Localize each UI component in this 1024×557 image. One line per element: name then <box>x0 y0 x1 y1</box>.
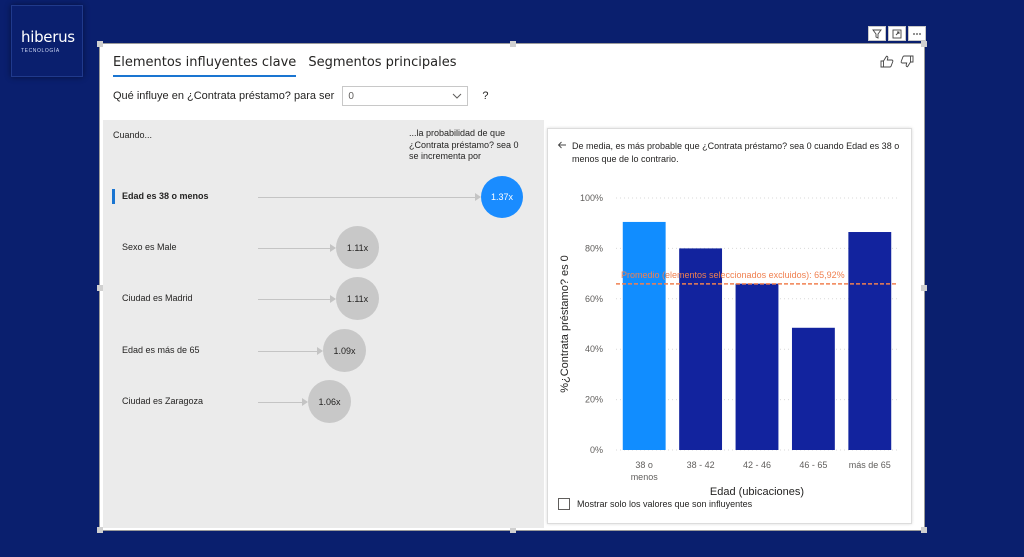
influencer-connector-line <box>258 197 475 198</box>
x-tick-label: 46 - 65 <box>799 460 827 470</box>
influencer-connector-line <box>258 299 330 300</box>
focus-mode-icon[interactable] <box>888 26 906 41</box>
influencer-row[interactable]: Ciudad es Zaragoza 1.06x <box>103 380 544 423</box>
resize-handle[interactable] <box>921 527 927 533</box>
x-tick-label: menos <box>631 472 659 482</box>
y-axis-label: %¿Contrata préstamo? es 0 <box>559 255 571 393</box>
question-prefix: Qué influye en ¿Contrata préstamo? para … <box>113 90 335 102</box>
back-arrow-icon[interactable] <box>557 140 567 150</box>
resize-handle[interactable] <box>921 41 927 47</box>
arrow-icon <box>302 398 308 406</box>
influencer-bubble[interactable]: 1.37x <box>481 176 523 218</box>
y-tick-label: 60% <box>585 294 603 304</box>
resize-handle[interactable] <box>97 285 103 291</box>
tab-bar: Elementos influyentes clave Segmentos pr… <box>113 55 456 77</box>
influencer-row[interactable]: Edad es más de 65 1.09x <box>103 329 544 372</box>
y-tick-label: 20% <box>585 395 603 405</box>
reference-line-group: Promedio (elementos seleccionados exclui… <box>616 270 898 285</box>
influencer-bar-chart: 0% 20% 40% 60% 80% 100% 38 o menos 38 - 42 42 - … <box>559 193 898 498</box>
influencer-bubble[interactable]: 1.06x <box>308 380 351 423</box>
y-tick-label: 100% <box>580 193 603 203</box>
influencer-row[interactable]: Edad es 38 o menos 1.37x <box>103 176 544 218</box>
chart-bar <box>791 327 835 450</box>
chart-bars <box>622 221 892 450</box>
y-axis-ticks: 0% 20% 40% 60% 80% 100% <box>580 193 603 455</box>
influencer-connector-line <box>258 402 302 403</box>
x-tick-label: más de 65 <box>849 460 891 470</box>
influencer-bubble[interactable]: 1.09x <box>323 329 366 372</box>
checkbox[interactable] <box>558 498 570 510</box>
question-row: Qué influye en ¿Contrata préstamo? para … <box>113 86 488 106</box>
thumbs-down-icon[interactable] <box>900 55 914 73</box>
logo-subtitle: TECNOLOGÍA <box>21 48 60 54</box>
influencer-label: Edad es 38 o menos <box>122 191 209 201</box>
influencer-detail-panel: De media, es más probable que ¿Contrata … <box>547 128 912 524</box>
tab-key-influencers[interactable]: Elementos influyentes clave <box>113 55 297 77</box>
x-tick-label: 38 - 42 <box>687 460 715 470</box>
chart-bar <box>735 283 779 450</box>
influencer-label: Edad es más de 65 <box>122 345 200 355</box>
visual-header <box>868 26 926 41</box>
key-influencers-visual: Elementos influyentes clave Segmentos pr… <box>97 41 927 533</box>
influencer-label: Ciudad es Madrid <box>122 293 193 303</box>
column-header-when: Cuando... <box>113 130 153 140</box>
selection-marker <box>112 189 115 204</box>
y-tick-label: 0% <box>590 445 603 455</box>
checkbox-label: Mostrar solo los valores que son influye… <box>577 499 753 509</box>
influencer-label: Ciudad es Zaragoza <box>122 396 204 406</box>
influencers-list-panel: Cuando... ...la probabilidad de que ¿Con… <box>103 120 544 528</box>
chevron-down-icon <box>452 93 462 99</box>
thumbs-up-icon[interactable] <box>880 55 894 73</box>
x-axis-label: Edad (ubicaciones) <box>710 486 804 498</box>
resize-handle[interactable] <box>921 285 927 291</box>
arrow-icon <box>330 244 336 252</box>
more-options-icon[interactable] <box>908 26 926 41</box>
arrow-icon <box>475 193 481 201</box>
influencer-bubble[interactable]: 1.11x <box>336 226 379 269</box>
reference-line-label: Promedio (elementos seleccionados exclui… <box>621 270 845 280</box>
resize-handle[interactable] <box>510 527 516 533</box>
influencer-bubble[interactable]: 1.11x <box>336 277 379 320</box>
detail-description: De media, es más probable que ¿Contrata … <box>557 140 902 166</box>
chart-bar <box>622 221 666 450</box>
detail-text: De media, es más probable que ¿Contrata … <box>572 141 900 165</box>
resize-handle[interactable] <box>97 527 103 533</box>
influencer-connector-line <box>258 248 330 249</box>
resize-handle[interactable] <box>510 41 516 47</box>
x-tick-label: 42 - 46 <box>743 460 771 470</box>
influencer-label: Sexo es Male <box>122 242 177 252</box>
filter-icon[interactable] <box>868 26 886 41</box>
chart-bar <box>679 248 723 450</box>
y-tick-label: 80% <box>585 243 603 253</box>
resize-handle[interactable] <box>97 41 103 47</box>
influencer-row[interactable]: Ciudad es Madrid 1.11x <box>103 277 544 320</box>
column-header-probability: ...la probabilidad de que ¿Contrata prés… <box>409 128 519 162</box>
y-tick-label: 40% <box>585 344 603 354</box>
x-tick-label: 38 o <box>635 460 653 470</box>
chart-bar <box>848 232 892 450</box>
logo-brand: hiberus <box>21 28 75 46</box>
arrow-icon <box>317 347 323 355</box>
influencer-connector-line <box>258 351 317 352</box>
influencer-row[interactable]: Sexo es Male 1.11x <box>103 226 544 269</box>
arrow-icon <box>330 295 336 303</box>
influential-only-toggle[interactable]: Mostrar solo los valores que son influye… <box>558 498 752 510</box>
hiberus-logo: hiberus TECNOLOGÍA <box>11 5 83 77</box>
feedback-buttons <box>880 55 914 73</box>
x-axis-ticks: 38 o menos 38 - 42 42 - 46 46 - 65 más de 65 <box>631 460 891 482</box>
value-dropdown[interactable]: 0 <box>342 86 469 106</box>
dropdown-value: 0 <box>348 90 354 102</box>
tab-top-segments[interactable]: Segmentos principales <box>308 55 457 70</box>
help-icon[interactable]: ? <box>482 90 489 102</box>
